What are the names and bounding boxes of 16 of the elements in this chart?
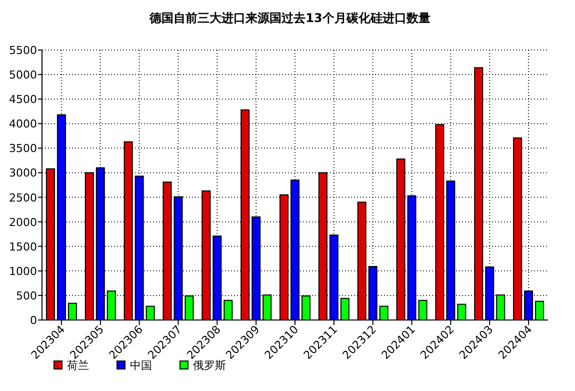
y-tick-label: 3000	[9, 166, 37, 180]
y-tick-label: 0	[30, 314, 37, 327]
y-tick-label: 5500	[9, 44, 37, 57]
legend-label: 俄罗斯	[193, 359, 226, 372]
y-tick-label: 1000	[9, 264, 37, 278]
y-tick-label: 3500	[9, 142, 37, 156]
y-tick-label: 2000	[9, 216, 37, 229]
y-tick-label: 4000	[9, 118, 37, 131]
y-tick-label: 2500	[9, 191, 37, 204]
y-tick-label: 500	[16, 289, 37, 302]
legend-label: 荷兰	[67, 359, 89, 372]
y-tick-label: 1500	[9, 240, 37, 254]
y-tick-label: 4500	[9, 93, 37, 106]
chart-title: 德国自前三大进口来源国过去13个月碳化硅进口数量	[148, 11, 430, 25]
legend-label: 中国	[130, 359, 152, 372]
y-tick-label: 5000	[9, 68, 37, 82]
